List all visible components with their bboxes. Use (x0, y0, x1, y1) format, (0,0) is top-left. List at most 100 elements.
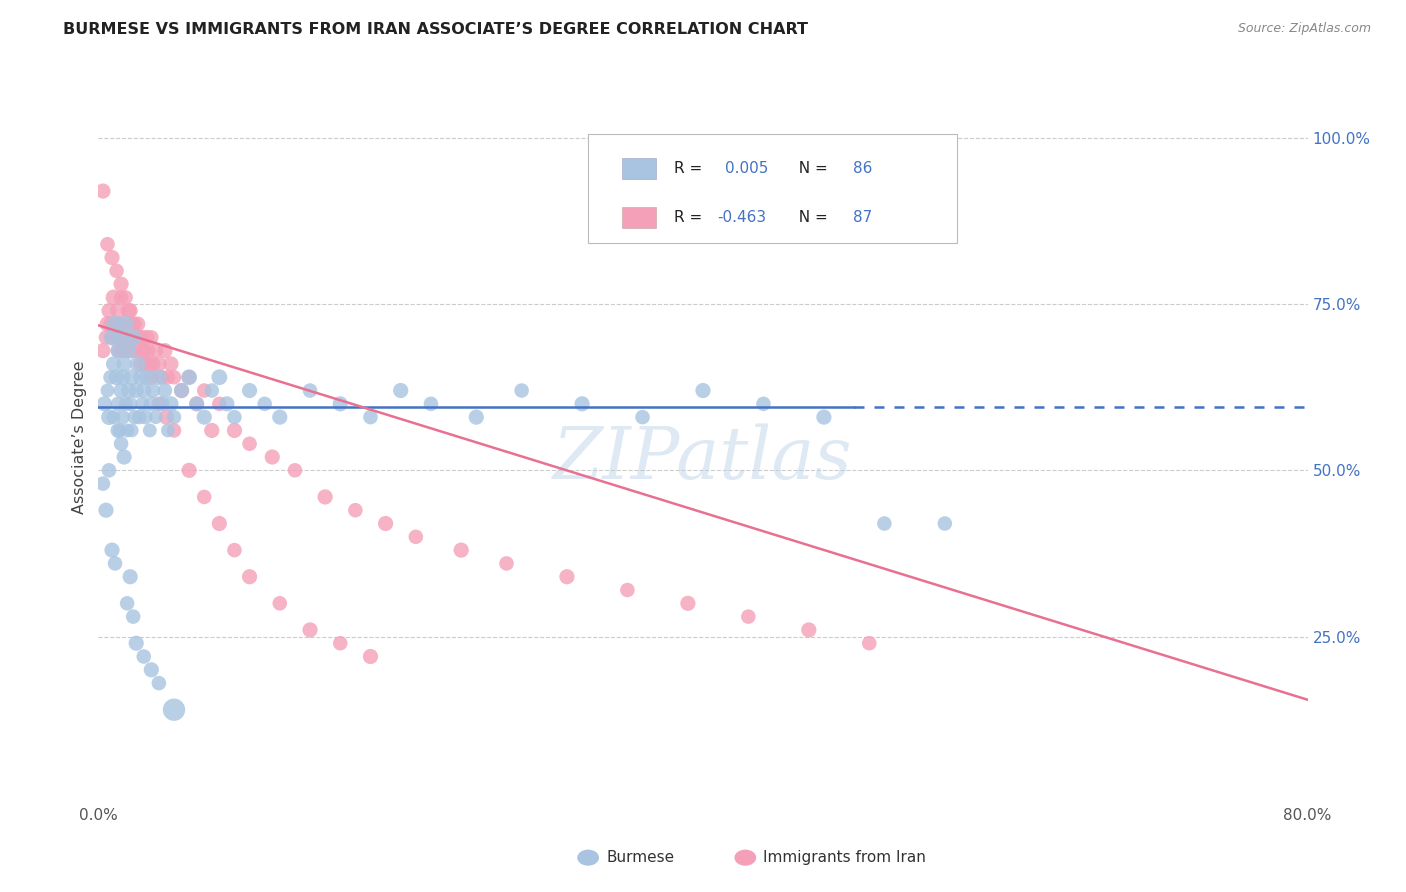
Point (132, 343, 155, 358)
Point (141, 397, 163, 411)
Point (134, 357, 156, 371)
Point (120, 570, 142, 584)
Point (160, 357, 183, 371)
Point (813, 410, 835, 425)
Point (107, 343, 129, 358)
Point (132, 343, 155, 358)
Y-axis label: Associate’s Degree: Associate’s Degree (72, 360, 87, 514)
Point (93, 397, 115, 411)
Point (105, 370, 128, 384)
Point (148, 357, 170, 371)
Point (239, 436, 262, 450)
Point (121, 343, 143, 358)
Point (100, 370, 122, 384)
Point (125, 384, 148, 398)
Point (110, 384, 132, 398)
Point (132, 649, 155, 664)
Point (98, 463, 121, 477)
Bar (621, 208, 655, 227)
Point (193, 410, 215, 425)
Point (555, 570, 578, 584)
Point (858, 636, 880, 650)
Point (91, 476, 114, 491)
Point (125, 343, 148, 358)
Point (128, 330, 150, 344)
Point (163, 703, 186, 717)
Point (107, 424, 129, 438)
Point (103, 410, 125, 425)
Point (121, 424, 143, 438)
Point (111, 343, 134, 358)
Point (269, 596, 291, 610)
Text: N =: N = (789, 161, 832, 176)
Point (107, 343, 129, 358)
Point (112, 357, 135, 371)
Point (631, 410, 654, 425)
Point (179, 463, 201, 477)
Point (114, 330, 136, 344)
Text: Source: ZipAtlas.com: Source: ZipAtlas.com (1237, 22, 1371, 36)
Point (360, 649, 382, 664)
Point (314, 490, 336, 504)
Text: -0.463: -0.463 (717, 211, 766, 225)
Point (101, 543, 124, 558)
Point (284, 463, 307, 477)
Point (215, 397, 238, 411)
Point (124, 317, 146, 331)
Point (128, 410, 150, 425)
Point (224, 424, 246, 438)
Point (148, 370, 170, 384)
Point (186, 397, 208, 411)
Point (134, 410, 156, 425)
Point (94, 330, 117, 344)
Point (103, 290, 125, 304)
Point (120, 303, 142, 318)
Point (141, 663, 163, 677)
Text: Burmese: Burmese (606, 850, 675, 865)
Point (420, 397, 443, 411)
Point (201, 424, 224, 438)
Point (155, 410, 177, 425)
Point (253, 397, 276, 411)
Point (110, 290, 132, 304)
Point (571, 397, 593, 411)
Point (224, 543, 246, 558)
Point (127, 317, 149, 331)
Ellipse shape (578, 849, 599, 866)
Point (91, 343, 114, 358)
Point (360, 410, 382, 425)
Text: ZIPatlas: ZIPatlas (553, 424, 853, 494)
Point (101, 330, 124, 344)
Point (105, 264, 128, 278)
Point (797, 623, 820, 637)
Point (110, 436, 132, 450)
Point (91, 184, 114, 198)
Point (112, 317, 135, 331)
Point (141, 370, 163, 384)
Point (115, 424, 138, 438)
Point (239, 384, 262, 398)
Point (142, 357, 165, 371)
Point (98, 410, 121, 425)
Point (299, 623, 322, 637)
Point (124, 410, 146, 425)
Point (495, 557, 517, 571)
Point (148, 676, 170, 690)
Point (114, 290, 136, 304)
Point (208, 370, 231, 384)
Point (101, 251, 124, 265)
Point (145, 410, 167, 425)
Point (389, 384, 412, 398)
Point (118, 303, 141, 318)
Point (145, 343, 167, 358)
Bar (621, 159, 655, 179)
Point (153, 384, 176, 398)
Text: 86: 86 (853, 161, 872, 176)
Point (186, 397, 208, 411)
Point (129, 357, 152, 371)
Point (96, 384, 118, 398)
Point (179, 370, 201, 384)
Point (873, 516, 896, 531)
Point (405, 530, 427, 544)
Point (170, 384, 193, 398)
